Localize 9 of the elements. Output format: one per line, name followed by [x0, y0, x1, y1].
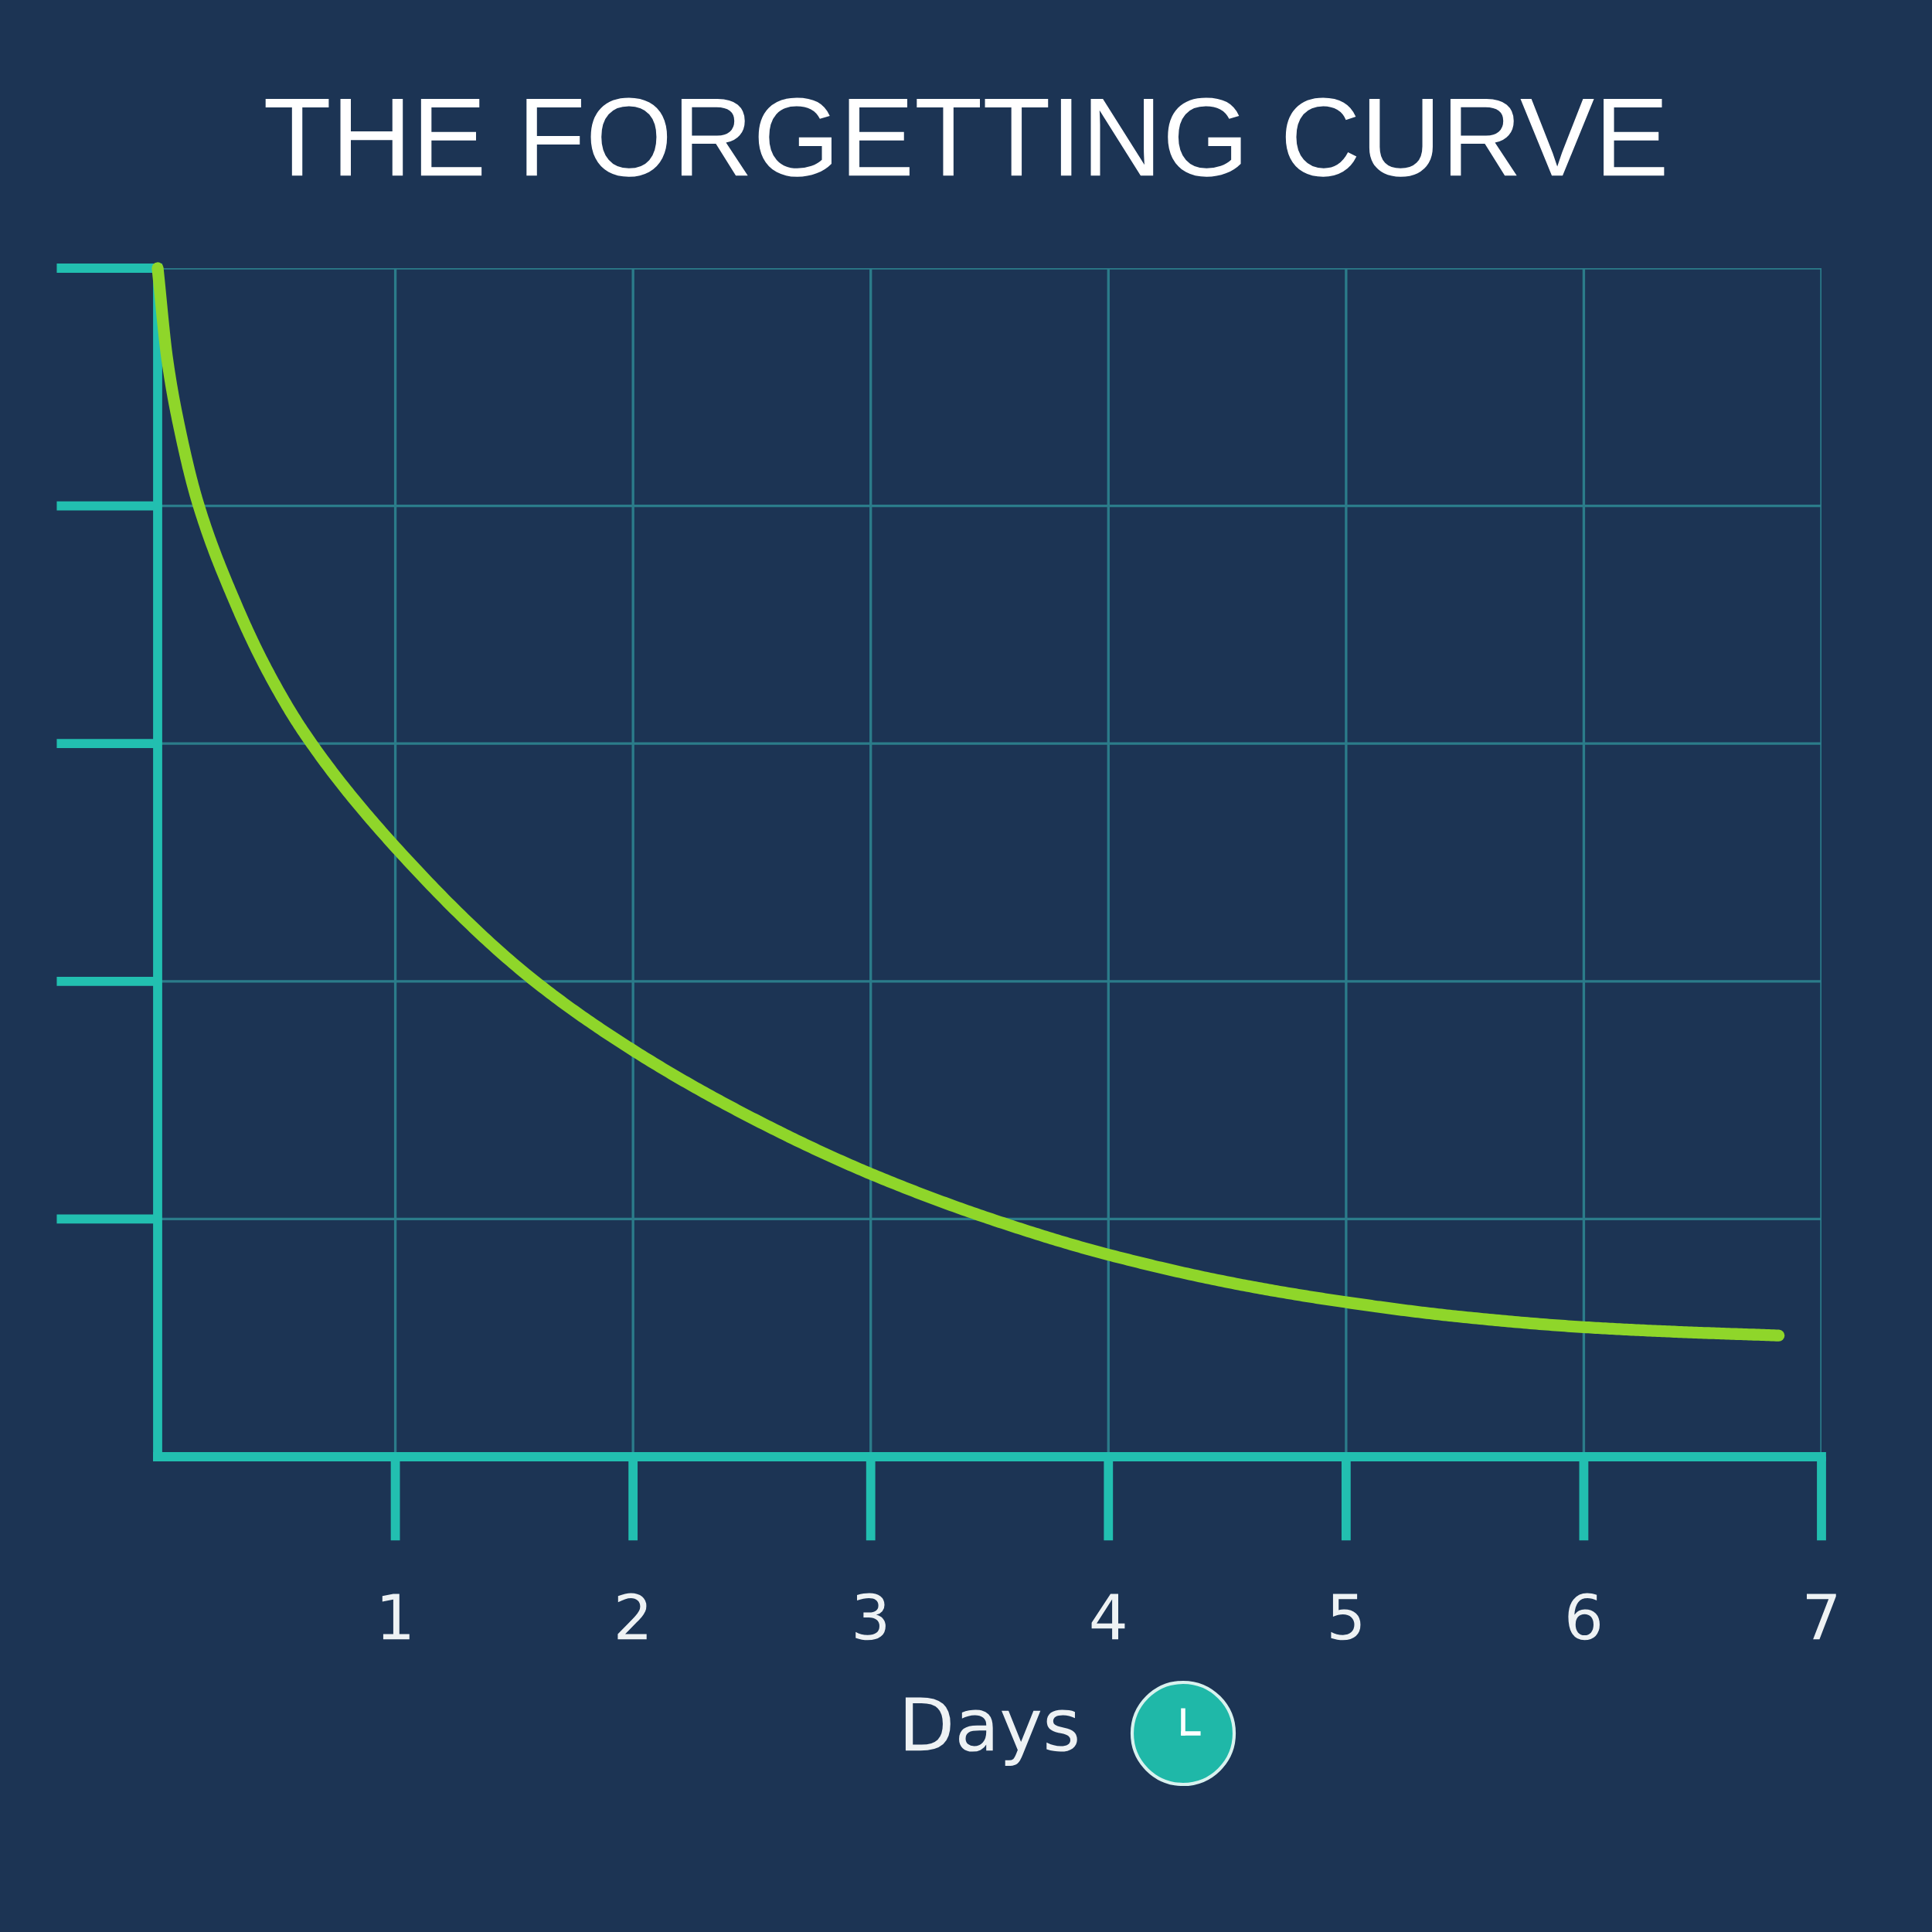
x-tick-label: 1 [382, 1594, 410, 1640]
x-tick-label: 2 [617, 1593, 647, 1640]
x-axis-title: Days [905, 1697, 1077, 1766]
x-tick-label: 4 [1091, 1594, 1125, 1640]
x-tick-label: 6 [1568, 1593, 1600, 1641]
x-tick-label: 5 [1331, 1594, 1361, 1641]
x-tick-label: 7 [1806, 1594, 1836, 1640]
x-tick-label: 3 [855, 1593, 886, 1641]
chart-title: THE FORGETTING CURVE [265, 97, 1665, 177]
